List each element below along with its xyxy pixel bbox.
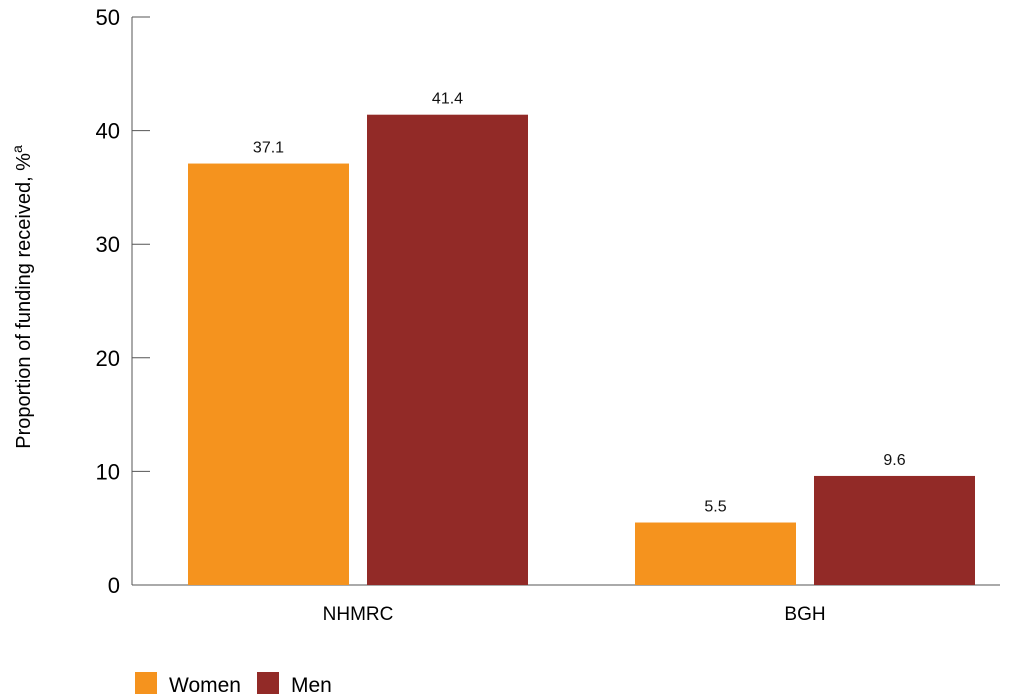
y-axis-title-text: Proportion of funding received, % [13, 153, 35, 449]
data-label: 9.6 [883, 452, 905, 469]
y-tick-label: 10 [96, 459, 120, 484]
y-tick-label: 30 [96, 232, 120, 257]
data-labels-group: 37.1 41.4 5.5 9.6 [253, 91, 906, 516]
legend-label-women: Women [169, 674, 241, 697]
y-tick-label: 40 [96, 119, 120, 144]
bar-women-nhmrc [188, 163, 349, 585]
bar-women-bgh [635, 522, 796, 585]
bar-men-bgh [814, 475, 975, 585]
legend-swatch-men [257, 672, 279, 694]
y-axis-title-superscript: a [9, 145, 25, 153]
bar-men-nhmrc [367, 114, 528, 586]
category-labels-group: NHMRC BGH [323, 604, 826, 625]
category-label-nhmrc: NHMRC [323, 604, 394, 625]
legend-swatch-women [135, 672, 157, 694]
bars-group [188, 114, 975, 586]
data-label: 5.5 [704, 499, 726, 516]
y-axis-ticks: 0 10 20 30 40 50 [96, 5, 150, 598]
y-tick-label: 50 [96, 5, 120, 30]
data-label: 41.4 [432, 91, 463, 108]
y-axis-title: Proportion of funding received, %a [9, 145, 35, 449]
legend-label-men: Men [291, 674, 332, 697]
legend: Women Men [135, 672, 332, 697]
data-label: 37.1 [253, 140, 284, 157]
category-label-bgh: BGH [784, 604, 825, 625]
y-tick-label: 0 [108, 573, 120, 598]
y-tick-label: 20 [96, 346, 120, 371]
